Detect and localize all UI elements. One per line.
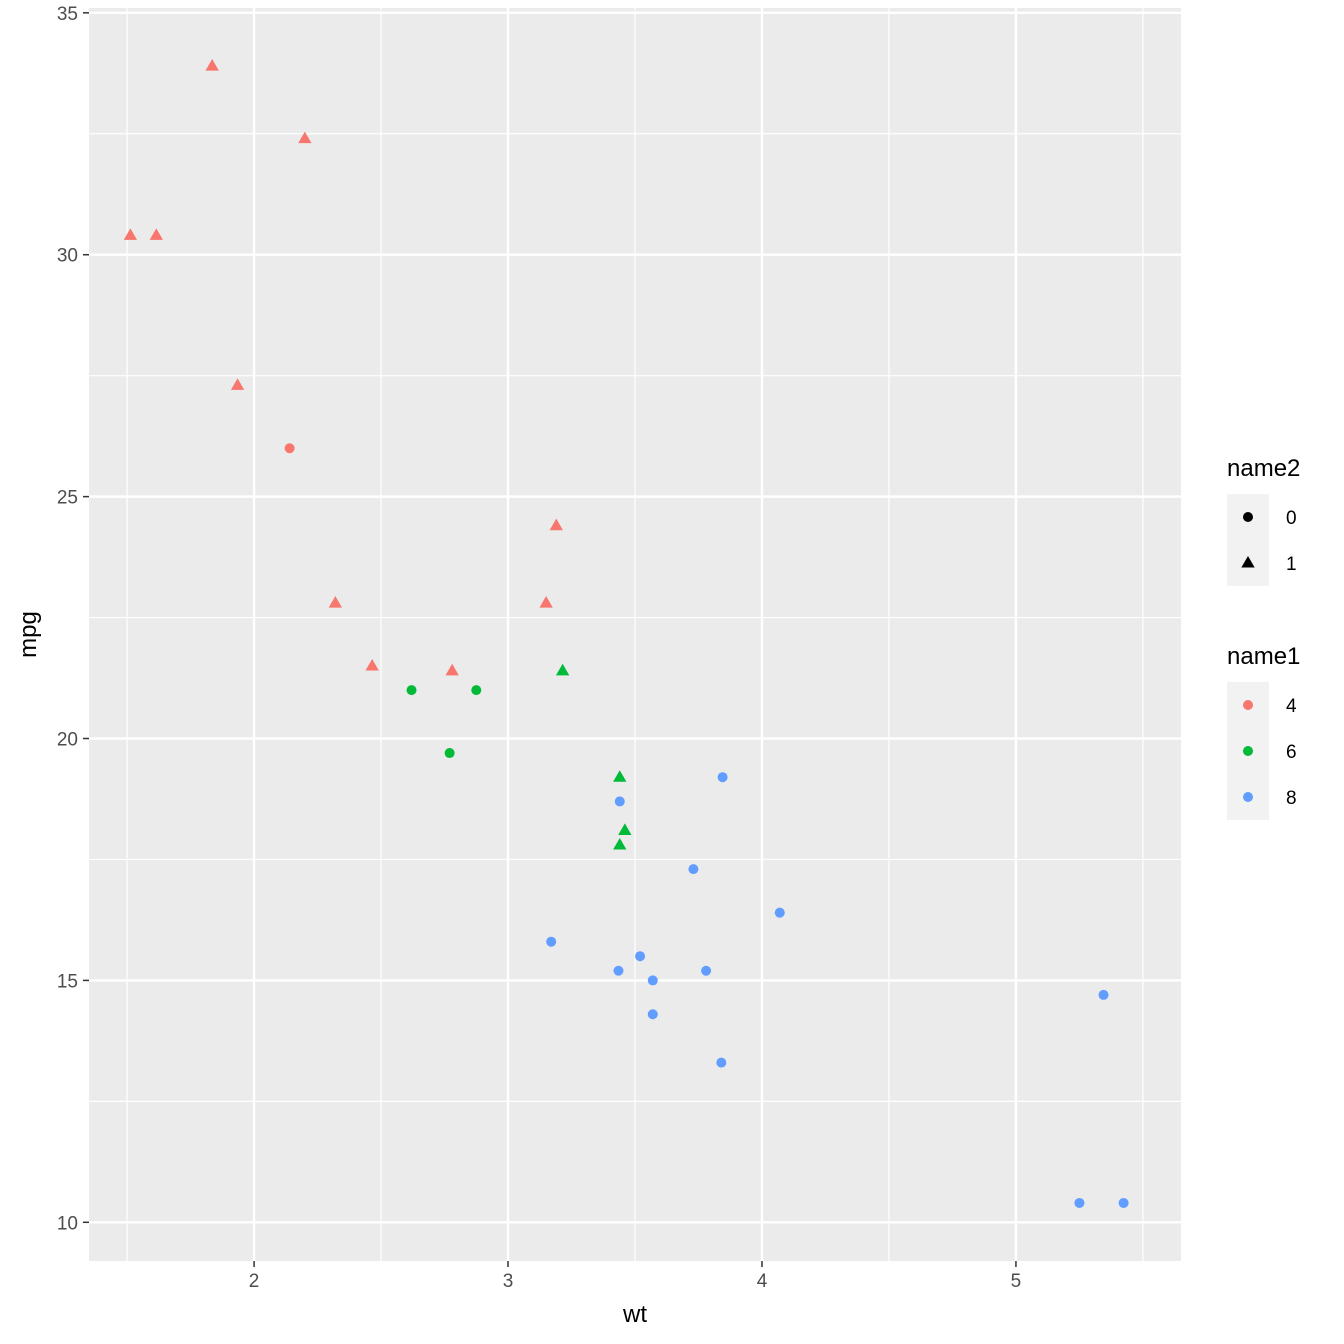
data-point [445, 663, 459, 676]
data-point [406, 685, 417, 696]
data-point [298, 131, 312, 144]
legend-label: 0 [1286, 508, 1297, 529]
legend-key-color [1243, 700, 1253, 710]
legend-name1: name1 4 6 8 [1227, 643, 1300, 820]
x-axis-title: wt [622, 1301, 647, 1328]
legend-label: 4 [1286, 696, 1297, 717]
data-point [123, 228, 138, 240]
legend-title: name1 [1227, 643, 1300, 670]
y-tick-label: 25 [57, 488, 78, 509]
x-tick-label: 3 [503, 1271, 514, 1292]
legend-key-triangle [1241, 556, 1255, 568]
legend-key-color [1243, 792, 1253, 802]
data-point [546, 936, 557, 947]
x-tick-label: 2 [249, 1271, 260, 1292]
data-point [284, 443, 295, 454]
y-tick-label: 20 [57, 730, 78, 751]
data-point [774, 907, 785, 918]
data-points [123, 59, 1129, 1208]
data-point [365, 658, 379, 671]
data-point [647, 975, 658, 986]
legend-label: 6 [1286, 742, 1297, 763]
legend-key-circle [1243, 512, 1253, 522]
data-point [614, 796, 625, 807]
legend-key-color [1243, 746, 1253, 756]
data-point [549, 518, 563, 531]
data-point [149, 228, 163, 240]
data-point [444, 748, 455, 759]
data-point [635, 951, 646, 962]
legend-title: name2 [1227, 455, 1300, 482]
data-point [613, 965, 624, 976]
major-gridlines [89, 8, 1181, 1261]
data-point [1118, 1197, 1129, 1208]
data-point [618, 823, 632, 835]
y-axis-title: mpg [15, 611, 42, 658]
legends: name2 0 1 name1 4 6 8 [1227, 455, 1300, 820]
legend-label: 8 [1286, 788, 1297, 809]
data-point [688, 864, 699, 875]
data-point [539, 596, 553, 608]
y-tick-label: 15 [57, 971, 78, 992]
legend-label: 1 [1286, 554, 1297, 575]
data-point [471, 685, 482, 696]
x-tick-label: 5 [1011, 1271, 1022, 1292]
data-point [717, 772, 728, 783]
data-point [613, 770, 627, 782]
data-point [328, 596, 342, 608]
x-tick-label: 4 [757, 1271, 768, 1292]
y-tick-label: 30 [57, 246, 78, 267]
data-point [230, 378, 245, 390]
minor-gridlines [89, 8, 1181, 1261]
data-point [555, 663, 570, 676]
legend-name2: name2 0 1 [1227, 455, 1300, 586]
y-tick-label: 35 [57, 4, 78, 25]
data-point [1074, 1197, 1085, 1208]
y-tick-label: 10 [57, 1213, 78, 1234]
data-point [205, 59, 219, 71]
data-point [613, 837, 627, 850]
data-point [701, 965, 712, 976]
data-point [716, 1057, 727, 1068]
x-axis: 2 3 4 5 [249, 1261, 1021, 1292]
data-point [647, 1009, 658, 1020]
data-point [1098, 989, 1109, 1000]
y-axis: 10 15 20 25 30 35 [57, 4, 89, 1234]
